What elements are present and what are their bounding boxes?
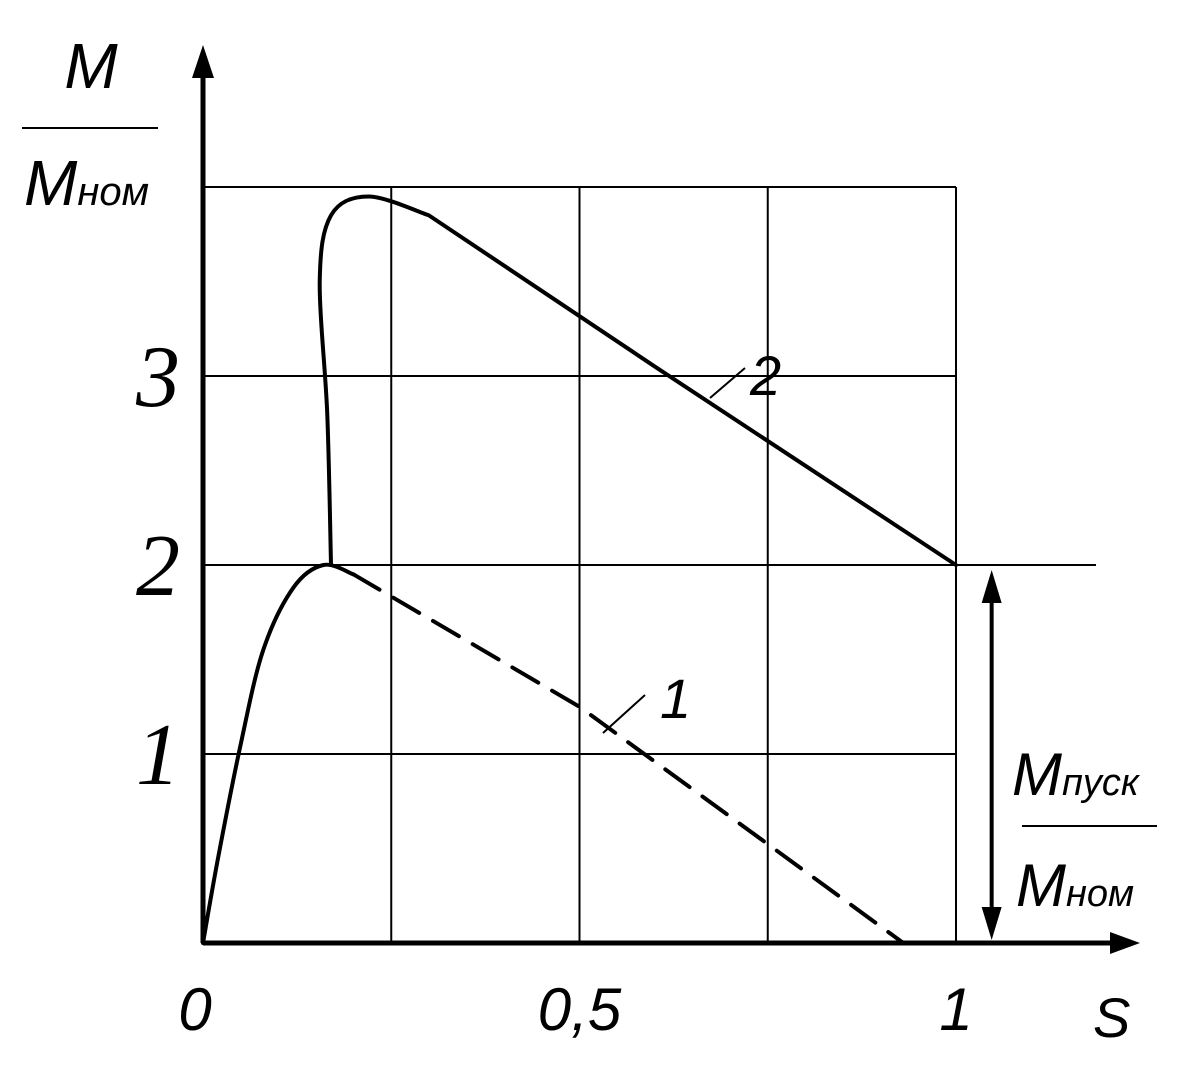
series-2-leader-line — [709, 367, 746, 399]
annotations: 21 — [602, 344, 1002, 940]
starting-torque-denominator-sub: ном — [1066, 873, 1134, 915]
x-tick-label-1: 1 — [939, 976, 972, 1043]
starting-torque-arrowhead-top — [981, 570, 1002, 603]
y-axis-label-denominator: Mном — [24, 147, 149, 219]
tick-labels: 0 0,5 1 1 2 3 — [135, 329, 973, 1043]
starting-torque-denominator-main: M — [1016, 852, 1066, 919]
starting-torque-numerator-main: M — [1012, 741, 1062, 808]
series-1-solid-line — [201, 562, 356, 945]
x-tick-label-0,5: 0,5 — [538, 976, 622, 1043]
y-tick-label-1: 1 — [136, 707, 180, 804]
series-2-line — [317, 194, 958, 567]
y-axis-label-denominator-sub: ном — [77, 170, 149, 214]
x-tick-label-0: 0 — [178, 976, 211, 1043]
y-axis-label-denominator-main: M — [24, 147, 78, 219]
starting-torque-numerator-sub: пуск — [1062, 762, 1141, 804]
y-axis-label-numerator: M — [64, 30, 118, 102]
starting-torque-label-numerator: Mпуск — [1012, 741, 1141, 808]
axes — [192, 45, 1140, 954]
series-2-label: 2 — [749, 344, 781, 407]
axis-labels: M Mном S Mпуск Mном — [22, 30, 1157, 1049]
y-tick-label-2: 2 — [136, 518, 180, 615]
curves — [201, 194, 958, 945]
series-1-dashed-line — [351, 572, 906, 945]
y-axis-arrowhead — [192, 45, 214, 78]
grid-lines — [203, 186, 1096, 943]
series-1-label: 1 — [660, 667, 691, 730]
series-1-leader-line — [602, 694, 646, 734]
x-axis-arrowhead — [1110, 932, 1140, 954]
x-axis-label: S — [1093, 986, 1130, 1049]
starting-torque-label-denominator: Mном — [1016, 852, 1134, 919]
starting-torque-arrowhead-bottom — [981, 907, 1002, 940]
y-tick-label-3: 3 — [135, 329, 180, 426]
